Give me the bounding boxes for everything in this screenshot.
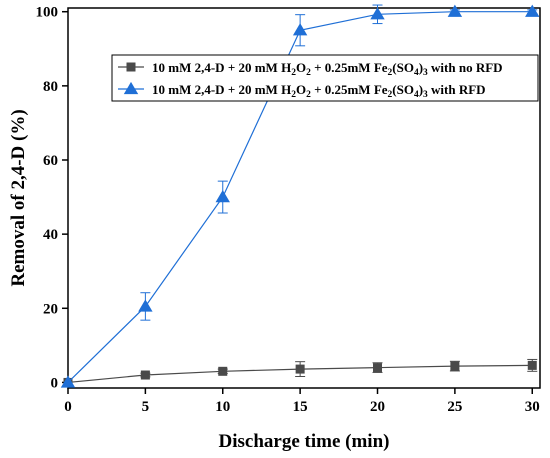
x-tick-label: 5 [142,399,150,415]
y-tick-label: 0 [51,375,59,391]
legend-text-part: O [296,82,306,97]
legend-text-part: + 0.25mM Fe [311,60,388,75]
data-point [218,366,228,376]
legend-subscript: 2 [388,68,393,78]
x-tick-label: 30 [525,399,540,415]
data-point [447,4,463,17]
data-point [215,190,230,203]
y-tick-label: 60 [43,153,58,169]
x-tick-label: 25 [447,399,462,415]
x-tick-label: 10 [215,399,230,415]
plot-frame [67,7,541,389]
legend-text-part: 10 mM 2,4-D + 20 mM H [152,60,291,75]
x-axis-title: Discharge time (min) [219,431,390,452]
y-tick-label: 100 [36,5,59,21]
legend-text-part: ) [419,82,423,97]
legend-label: 10 mM 2,4-D + 20 mM H2O2 + 0.25mM Fe2(SO… [152,60,503,78]
data-point [370,7,385,20]
data-point [525,4,540,17]
legend-marker [126,62,136,72]
legend-subscript: 3 [423,90,428,100]
y-tick-label: 80 [43,79,58,95]
y-tick-label: 20 [43,301,58,317]
legend-label: 10 mM 2,4-D + 20 mM H2O2 + 0.25mM Fe2(SO… [152,82,486,100]
legend-text-part: 10 mM 2,4-D + 20 mM H [152,82,291,97]
legend-text-part: + 0.25mM Fe [311,82,388,97]
data-point [60,375,76,388]
legend-item: 10 mM 2,4-D + 20 mM H2O2 + 0.25mM Fe2(SO… [118,81,486,100]
x-tick-label: 0 [64,399,72,415]
legend-subscript: 4 [414,68,419,78]
legend-text-part: O [296,60,306,75]
legend-text-part: with no RFD [428,60,503,75]
data-point [292,23,308,36]
legend-subscript: 2 [306,68,311,78]
data-point [527,360,537,370]
legend-subscript: 2 [388,90,393,100]
data-point [295,364,305,374]
legend-box [111,54,539,102]
data-point [140,370,150,380]
legend-text-part: (SO [392,82,414,97]
series-2 [60,4,540,388]
data-point [450,361,460,371]
x-tick-label: 20 [370,399,385,415]
legend-text-part: (SO [392,60,414,75]
data-point [373,363,383,373]
legend-subscript: 3 [423,68,428,78]
legend-subscript: 2 [306,90,311,100]
legend-subscript: 2 [291,68,296,78]
x-tick-label: 15 [293,399,308,415]
series-1 [63,358,538,387]
y-axis-title: Removal of 2,4-D (%) [8,109,29,286]
legend-item: 10 mM 2,4-D + 20 mM H2O2 + 0.25mM Fe2(SO… [118,60,503,78]
y-tick-label: 40 [43,227,58,243]
legend-subscript: 4 [414,90,419,100]
legend-subscript: 2 [291,90,296,100]
legend-marker [123,81,139,95]
legend-text-part: with RFD [428,82,486,97]
legend-text-part: ) [419,60,423,75]
data-point [138,299,153,312]
